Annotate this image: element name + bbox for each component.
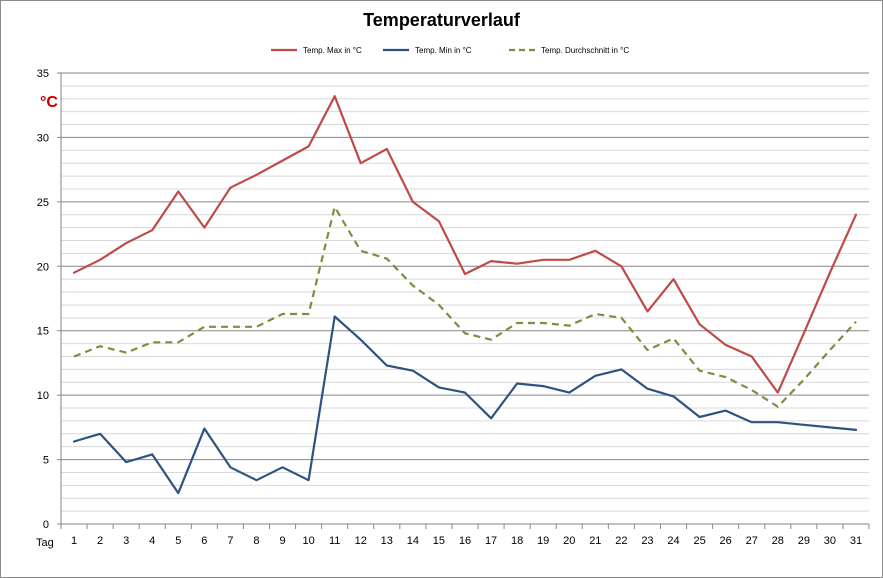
- x-tick-label: 27: [746, 535, 758, 547]
- x-tick-label: 15: [433, 535, 445, 547]
- x-tick-label: 23: [641, 535, 653, 547]
- x-tick-label: 26: [720, 535, 732, 547]
- x-tick-label: 31: [850, 535, 862, 547]
- x-tick-label: 24: [667, 535, 679, 547]
- y-tick-label: 0: [43, 519, 49, 531]
- x-tick-label: 12: [355, 535, 367, 547]
- x-tick-label: 7: [227, 535, 233, 547]
- series-line-max: [72, 95, 858, 394]
- x-tick-label: 17: [485, 535, 497, 547]
- x-tick-label: 30: [824, 535, 836, 547]
- y-tick-label: 20: [37, 261, 49, 273]
- x-tick-label: 3: [123, 535, 129, 547]
- x-tick-label: 18: [511, 535, 523, 547]
- y-tick-label: 15: [37, 326, 49, 338]
- y-tick-label: 5: [43, 455, 49, 467]
- series-line-avg: [73, 205, 857, 408]
- x-tick-label: 29: [798, 535, 810, 547]
- x-tick-label: 8: [253, 535, 259, 547]
- series-line-min: [72, 315, 858, 495]
- x-tick-label: 25: [693, 535, 705, 547]
- x-tick-label: 19: [537, 535, 549, 547]
- y-tick-label: 25: [37, 197, 49, 209]
- y-tick-label: 10: [37, 390, 49, 402]
- chart-title: Temperaturverlauf: [363, 10, 520, 30]
- x-tick-label: 10: [302, 535, 314, 547]
- x-tick-label: 16: [459, 535, 471, 547]
- x-tick-label: 13: [381, 535, 393, 547]
- x-tick-label: 6: [201, 535, 207, 547]
- x-tick-label: 14: [407, 535, 419, 547]
- y-axis-unit-label: °C: [40, 94, 58, 111]
- x-tick-label: 5: [175, 535, 181, 547]
- legend-entry: Temp. Durchschnitt in °C: [541, 46, 629, 55]
- x-tick-label: 20: [563, 535, 575, 547]
- y-tick-label: 35: [37, 68, 49, 80]
- x-tick-label: 11: [329, 535, 340, 547]
- legend-entry: Temp. Min in °C: [415, 46, 472, 55]
- x-axis-label: Tag: [36, 537, 54, 549]
- x-tick-label: 2: [97, 535, 103, 547]
- x-tick-label: 1: [71, 535, 77, 547]
- x-tick-label: 9: [279, 535, 285, 547]
- y-tick-label: 30: [37, 132, 49, 144]
- x-tick-label: 22: [615, 535, 627, 547]
- x-tick-label: 4: [149, 535, 155, 547]
- x-tick-label: 21: [589, 535, 601, 547]
- x-tick-label: 28: [772, 535, 784, 547]
- legend-entry: Temp. Max in °C: [303, 46, 362, 55]
